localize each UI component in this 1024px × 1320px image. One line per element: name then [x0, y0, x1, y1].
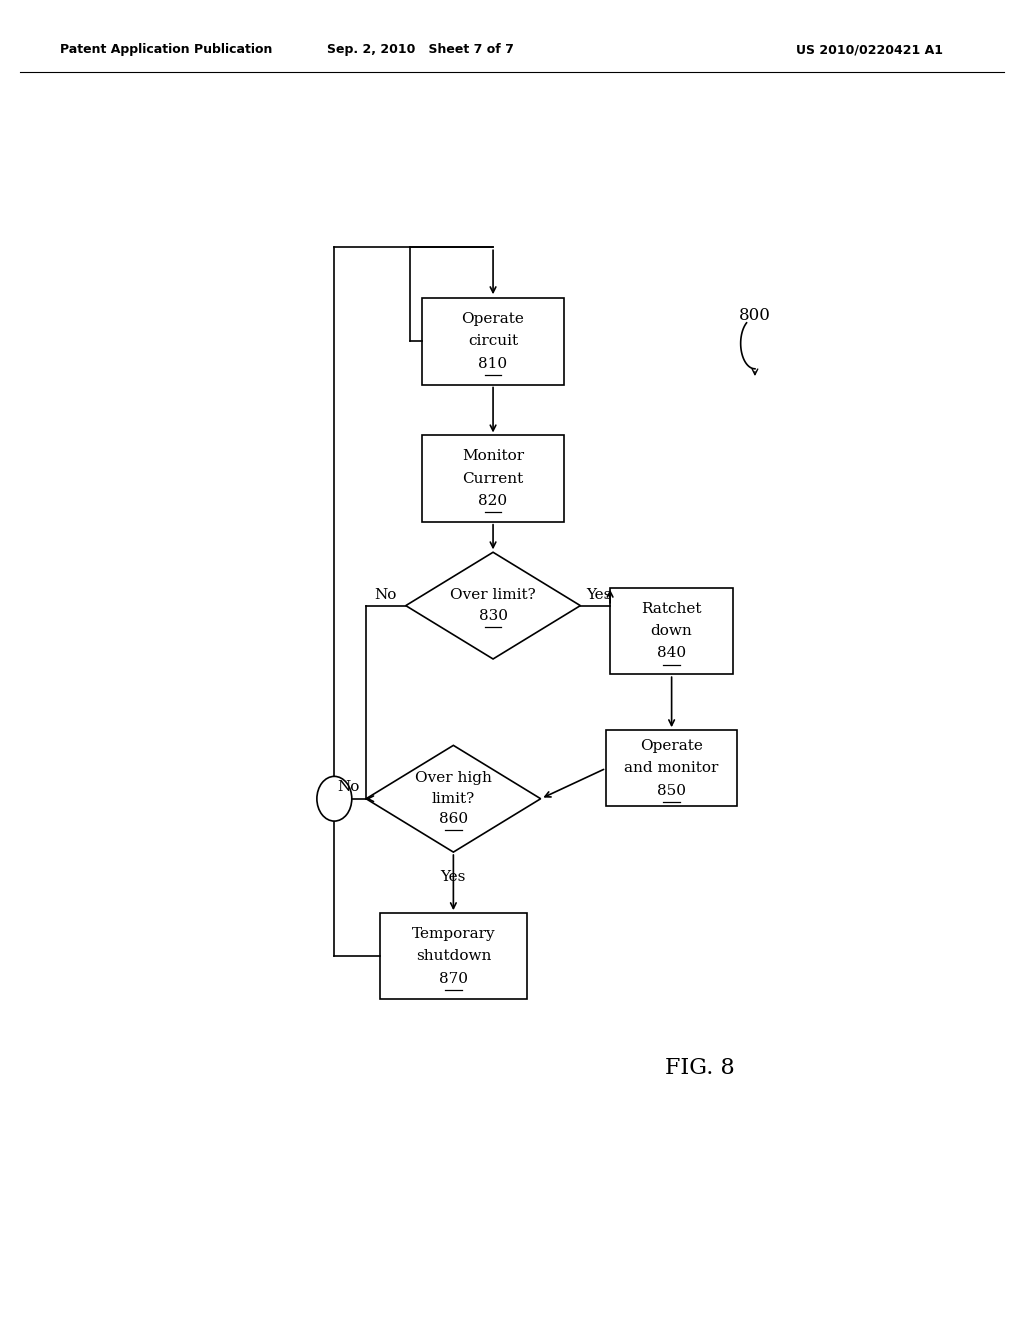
FancyBboxPatch shape [422, 298, 564, 384]
Polygon shape [367, 746, 541, 853]
Text: shutdown: shutdown [416, 949, 492, 964]
FancyBboxPatch shape [380, 913, 526, 999]
FancyBboxPatch shape [610, 587, 733, 675]
FancyBboxPatch shape [606, 730, 737, 807]
Text: 870: 870 [439, 972, 468, 986]
Text: and monitor: and monitor [625, 762, 719, 775]
Text: Yes: Yes [440, 870, 466, 884]
Text: Monitor: Monitor [462, 449, 524, 463]
Text: 800: 800 [739, 308, 771, 325]
Text: 830: 830 [478, 609, 508, 623]
Text: Patent Application Publication: Patent Application Publication [60, 44, 272, 57]
Text: limit?: limit? [432, 792, 475, 805]
Text: 850: 850 [657, 784, 686, 797]
Text: Operate: Operate [462, 312, 524, 326]
Text: Ratchet: Ratchet [641, 602, 701, 615]
FancyBboxPatch shape [422, 436, 564, 521]
Text: Operate: Operate [640, 739, 703, 752]
Text: circuit: circuit [468, 334, 518, 348]
Text: 840: 840 [657, 647, 686, 660]
Text: Yes: Yes [587, 589, 612, 602]
Circle shape [316, 776, 352, 821]
Text: No: No [374, 589, 396, 602]
Text: Over high: Over high [415, 771, 492, 785]
Text: Over limit?: Over limit? [451, 589, 536, 602]
Text: No: No [337, 780, 359, 793]
Text: 860: 860 [439, 812, 468, 826]
Text: Current: Current [463, 471, 523, 486]
Text: down: down [650, 624, 692, 638]
Text: FIG. 8: FIG. 8 [665, 1057, 734, 1078]
Text: 810: 810 [478, 356, 508, 371]
Text: US 2010/0220421 A1: US 2010/0220421 A1 [797, 44, 943, 57]
Text: Temporary: Temporary [412, 927, 496, 941]
Polygon shape [406, 552, 581, 659]
Text: 820: 820 [478, 494, 508, 508]
Text: Sep. 2, 2010   Sheet 7 of 7: Sep. 2, 2010 Sheet 7 of 7 [327, 44, 513, 57]
